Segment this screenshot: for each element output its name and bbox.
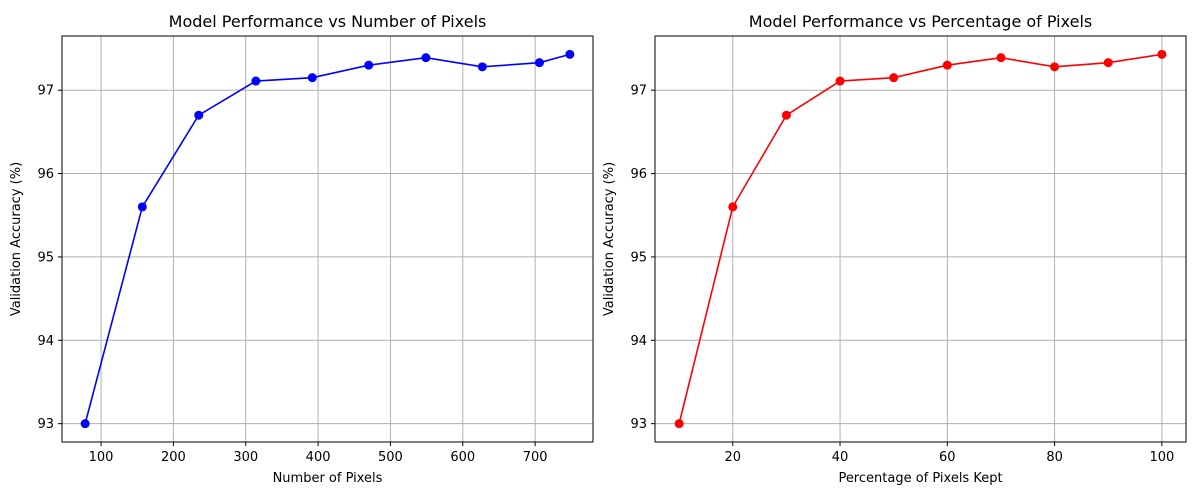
data-point — [889, 73, 899, 83]
x-tick-label: 20 — [724, 450, 741, 465]
data-point — [80, 419, 90, 429]
y-tick-label: 93 — [37, 417, 54, 432]
x-axis-label: Percentage of Pixels Kept — [838, 471, 1002, 486]
data-point — [307, 73, 317, 83]
y-tick-label: 95 — [37, 250, 54, 265]
x-tick-label: 40 — [832, 450, 849, 465]
axes-frame — [654, 35, 1187, 443]
data-point — [477, 62, 487, 72]
data-point — [835, 76, 845, 86]
data-point — [137, 202, 147, 212]
y-tick-label: 96 — [630, 167, 647, 182]
data-point — [364, 60, 374, 70]
y-tick-label: 94 — [37, 334, 54, 349]
series-line — [678, 53, 1162, 424]
x-tick-label: 600 — [450, 450, 475, 465]
chart-title: Model Performance vs Percentage of Pixel… — [749, 12, 1092, 31]
data-point — [251, 76, 261, 86]
axes-frame — [61, 35, 594, 443]
x-tick-label: 60 — [939, 450, 956, 465]
data-point — [674, 419, 684, 429]
chart-panel-percentage: 20 40 60 80 100 93 94 95 96 97 Model Performance v… — [602, 12, 1187, 486]
data-point — [728, 202, 738, 212]
x-tick-label: 500 — [378, 450, 403, 465]
x-tick-label: 300 — [233, 450, 258, 465]
data-point — [996, 53, 1006, 63]
y-tick-label: 93 — [630, 417, 647, 432]
chart-panel-pixels: 100 200 300 400 500 600 700 93 94 95 96 97 Model Per… — [9, 12, 594, 486]
series-line — [84, 53, 571, 424]
data-point — [1050, 62, 1060, 72]
y-tick-label: 95 — [630, 250, 647, 265]
data-point — [194, 110, 204, 120]
y-tick-label: 97 — [37, 84, 54, 99]
y-axis-label: Validation Accuracy (%) — [602, 162, 617, 316]
x-tick-label: 400 — [306, 450, 331, 465]
data-point — [781, 110, 791, 120]
x-axis-label: Number of Pixels — [273, 471, 383, 486]
x-tick-label: 100 — [1149, 450, 1174, 465]
data-point — [942, 60, 952, 70]
data-point — [565, 49, 575, 59]
y-tick-label: 96 — [37, 167, 54, 182]
y-tick-label: 94 — [630, 334, 647, 349]
y-tick-label: 97 — [630, 84, 647, 99]
data-point — [534, 58, 544, 68]
x-tick-label: 200 — [161, 450, 186, 465]
x-tick-label: 80 — [1046, 450, 1063, 465]
data-point — [1103, 58, 1113, 68]
x-tick-label: 700 — [523, 450, 548, 465]
chart-title: Model Performance vs Number of Pixels — [169, 12, 487, 31]
x-tick-label: 100 — [89, 450, 114, 465]
data-point — [1157, 49, 1167, 59]
data-point — [421, 53, 431, 63]
y-axis-label: Validation Accuracy (%) — [9, 162, 24, 316]
